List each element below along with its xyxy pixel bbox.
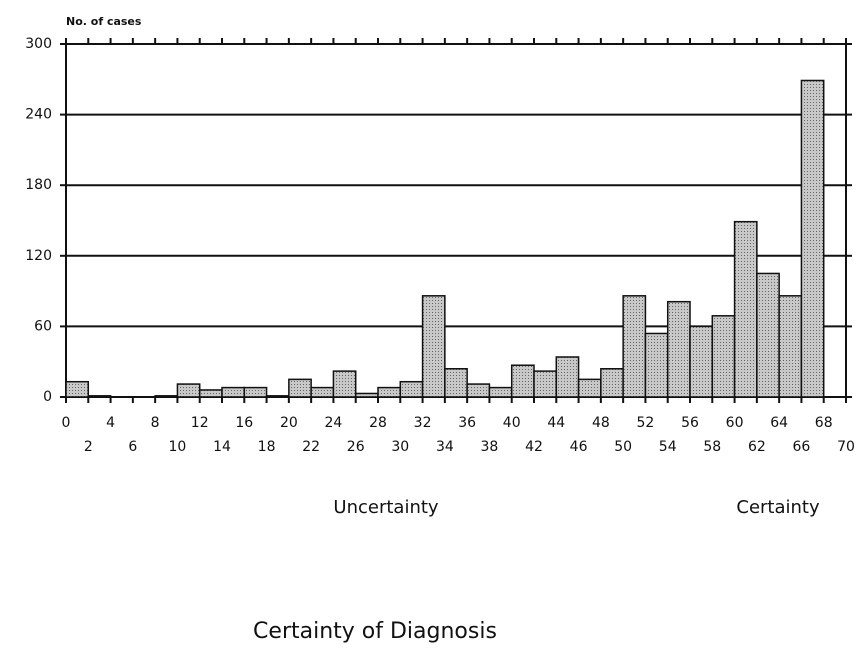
x-tick-label: 44 — [547, 415, 565, 431]
x-tick-label: 68 — [815, 415, 833, 431]
x-tick-label: 22 — [302, 439, 320, 455]
bar — [444, 368, 468, 398]
x-tick-label: 46 — [570, 439, 588, 455]
x-tick-label: 50 — [614, 439, 632, 455]
bar — [666, 300, 691, 398]
x-tick-label: 20 — [280, 415, 298, 431]
bar — [689, 325, 714, 398]
x-tick-label: 48 — [592, 415, 610, 431]
bar — [221, 386, 246, 398]
x-tick-label: 6 — [128, 439, 137, 455]
x-tick-label: 10 — [169, 439, 187, 455]
bar — [354, 392, 379, 398]
x-tick-label: 32 — [414, 415, 432, 431]
x-tick-label: 62 — [748, 439, 766, 455]
bar — [510, 364, 535, 398]
y-tick-label: 60 — [34, 318, 52, 334]
x-tick-label: 64 — [770, 415, 788, 431]
bar — [377, 386, 402, 398]
bar — [176, 383, 201, 398]
bar — [399, 380, 424, 398]
y-tick-label: 300 — [25, 36, 52, 52]
bar — [600, 368, 624, 398]
bar — [332, 370, 357, 398]
bar — [265, 395, 290, 398]
annotation: Uncertainty — [333, 497, 439, 518]
x-tick-label: 26 — [347, 439, 365, 455]
x-tick-label: 58 — [703, 439, 721, 455]
bar — [533, 370, 558, 398]
x-tick-label: 2 — [84, 439, 93, 455]
x-tick-label: 38 — [481, 439, 499, 455]
annotation: Certainty — [736, 497, 820, 518]
bar — [243, 386, 268, 398]
x-tick-label: 4 — [106, 415, 115, 431]
chart-title: Certainty of Diagnosis — [253, 619, 497, 644]
bar — [421, 295, 446, 398]
x-tick-label: 16 — [235, 415, 253, 431]
bar — [622, 295, 647, 398]
x-tick-label: 70 — [837, 439, 855, 455]
bar — [644, 332, 669, 398]
x-tick-label: 28 — [369, 415, 387, 431]
x-tick-label: 66 — [793, 439, 811, 455]
bar — [778, 295, 803, 398]
bar — [711, 315, 736, 398]
x-tick-label: 0 — [62, 415, 71, 431]
y-axis-label: No. of cases — [66, 15, 142, 28]
bar — [310, 386, 335, 398]
bar — [800, 79, 825, 398]
x-tick-label: 56 — [681, 415, 699, 431]
x-tick-label: 60 — [726, 415, 744, 431]
x-tick-label: 24 — [325, 415, 343, 431]
bar — [87, 395, 112, 398]
bar — [65, 380, 90, 398]
x-tick-label: 18 — [258, 439, 276, 455]
x-tick-label: 34 — [436, 439, 454, 455]
x-tick-label: 14 — [213, 439, 231, 455]
bar — [488, 386, 513, 398]
bar — [555, 356, 580, 398]
y-tick-label: 120 — [25, 248, 52, 264]
x-tick-label: 30 — [391, 439, 409, 455]
y-tick-label: 240 — [25, 107, 52, 123]
x-tick-label: 42 — [525, 439, 543, 455]
bar — [577, 378, 602, 398]
x-tick-label: 8 — [151, 415, 160, 431]
bar — [198, 389, 223, 398]
x-tick-label: 54 — [659, 439, 677, 455]
x-tick-label: 36 — [458, 415, 476, 431]
bar — [733, 220, 758, 398]
x-tick-label: 12 — [191, 415, 209, 431]
x-tick-label: 52 — [637, 415, 655, 431]
bar — [288, 378, 312, 398]
bar — [154, 395, 179, 398]
bar — [466, 383, 491, 398]
y-tick-label: 0 — [43, 389, 52, 405]
x-tick-label: 40 — [503, 415, 521, 431]
bar — [756, 272, 780, 398]
y-tick-label: 180 — [25, 177, 52, 193]
